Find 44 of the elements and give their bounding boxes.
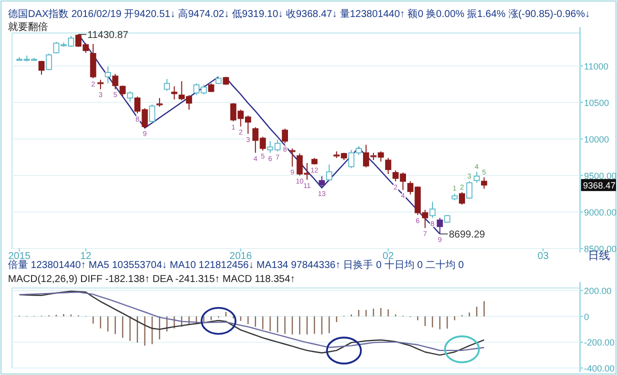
x-tick-label: 03 bbox=[538, 251, 550, 262]
candlestick bbox=[282, 128, 288, 144]
x-tick-label: 02 bbox=[382, 251, 394, 262]
candlestick bbox=[104, 66, 111, 84]
annotation: 8699.29 bbox=[448, 229, 486, 240]
candlestick bbox=[149, 104, 156, 124]
chart-title: 倍量 123801440↑ MA5 103553704↓ MA10 121812456↓ MA134 97844336↑ 日换手 0 十日均 0 二十均 0 bbox=[8, 259, 464, 271]
y-tick-label: 10000 bbox=[584, 134, 610, 144]
chart-subtitle: 就要翻倍 bbox=[8, 21, 48, 33]
candlestick bbox=[38, 60, 45, 76]
candlestick bbox=[164, 78, 170, 92]
candlestick bbox=[90, 43, 96, 79]
candlestick bbox=[481, 176, 488, 190]
candlestick bbox=[318, 176, 325, 188]
y-tick-label: 200.00 bbox=[584, 286, 612, 296]
candlestick bbox=[126, 90, 134, 102]
candlestick bbox=[97, 79, 104, 90]
y-tick-label: 8500.00 bbox=[584, 244, 617, 254]
candlestick bbox=[474, 171, 480, 184]
y-tick-label: 10500 bbox=[584, 98, 610, 108]
x-tick-label: 12 bbox=[80, 251, 92, 262]
y-tick-label: 9500.00 bbox=[584, 170, 617, 181]
chart-title: 德国DAX指数 2016/02/19 开9420.51↓ 高9474.02↓ 低9319.10↓ 收9368.47↓ 量123801440↑ 额0 换0.00% 振1.64% 涨(-90.85)-0.96%↓ bbox=[8, 8, 590, 20]
candlestick bbox=[326, 164, 332, 182]
candlestick bbox=[120, 85, 126, 96]
candlestick bbox=[458, 192, 466, 206]
candlestick bbox=[289, 148, 296, 168]
candlestick bbox=[429, 201, 436, 218]
candlestick bbox=[171, 86, 178, 100]
candlestick bbox=[46, 52, 52, 71]
y-tick-label: -200.00 bbox=[584, 338, 615, 348]
candlestick bbox=[385, 157, 392, 174]
y-tick-label: 9000.00 bbox=[584, 207, 617, 218]
candlestick bbox=[436, 217, 443, 234]
line-series bbox=[18, 292, 485, 352]
y-tick-label: 0 bbox=[584, 312, 590, 322]
annotation: 9368.47 bbox=[583, 180, 616, 191]
chart-subtitle: MACD(12,26,9) DIFF -182.138↑ DEA -241.315↑ MACD 118.354↑ bbox=[8, 274, 296, 285]
x-tick-label: 2016 bbox=[230, 251, 252, 262]
annotation: 11430.87 bbox=[87, 30, 129, 41]
y-tick-label: -400.00 bbox=[584, 364, 615, 374]
candlestick bbox=[466, 180, 472, 200]
y-tick-label: 11000 bbox=[584, 61, 608, 72]
candlestick bbox=[112, 73, 118, 90]
